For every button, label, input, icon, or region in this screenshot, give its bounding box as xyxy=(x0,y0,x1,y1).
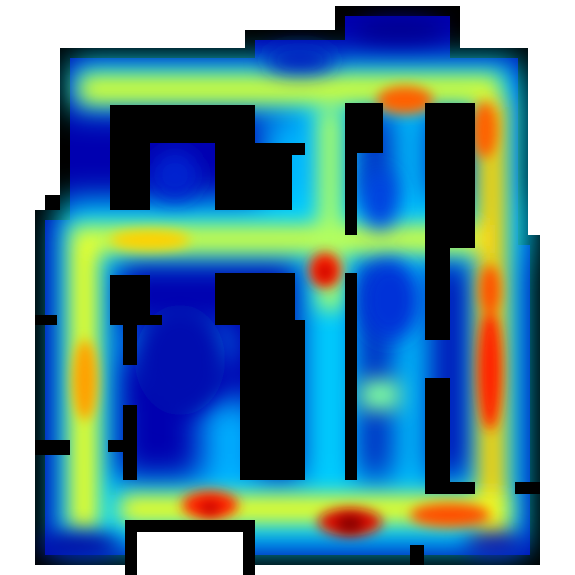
stub-left-lower-1 xyxy=(123,405,137,480)
heat-layer-cool xyxy=(40,18,525,557)
heat-layer-peak xyxy=(200,264,364,532)
room-top-left xyxy=(110,105,305,210)
pillar-top-mid-stem xyxy=(345,150,357,235)
stub-left-wall-1 xyxy=(35,315,57,325)
stub-right-wall xyxy=(515,482,540,494)
pillar-center-right xyxy=(345,273,357,480)
walls xyxy=(35,103,540,565)
block-right-upper xyxy=(425,103,475,248)
block-right-lower-ledge xyxy=(425,482,475,494)
block-center xyxy=(215,273,295,325)
stub-left-wall-2 xyxy=(35,440,70,455)
bottom-notch-outside xyxy=(137,532,243,575)
block-right-upper-stem xyxy=(425,245,450,340)
stub-left-upper xyxy=(45,195,60,210)
stub-bottom xyxy=(410,545,424,565)
pillar-top-mid xyxy=(345,103,383,153)
block-center-stem xyxy=(240,320,305,480)
block-right-lower xyxy=(425,378,450,493)
block-left-mid-stem xyxy=(123,320,137,365)
stub-left-lower-2 xyxy=(108,440,128,452)
